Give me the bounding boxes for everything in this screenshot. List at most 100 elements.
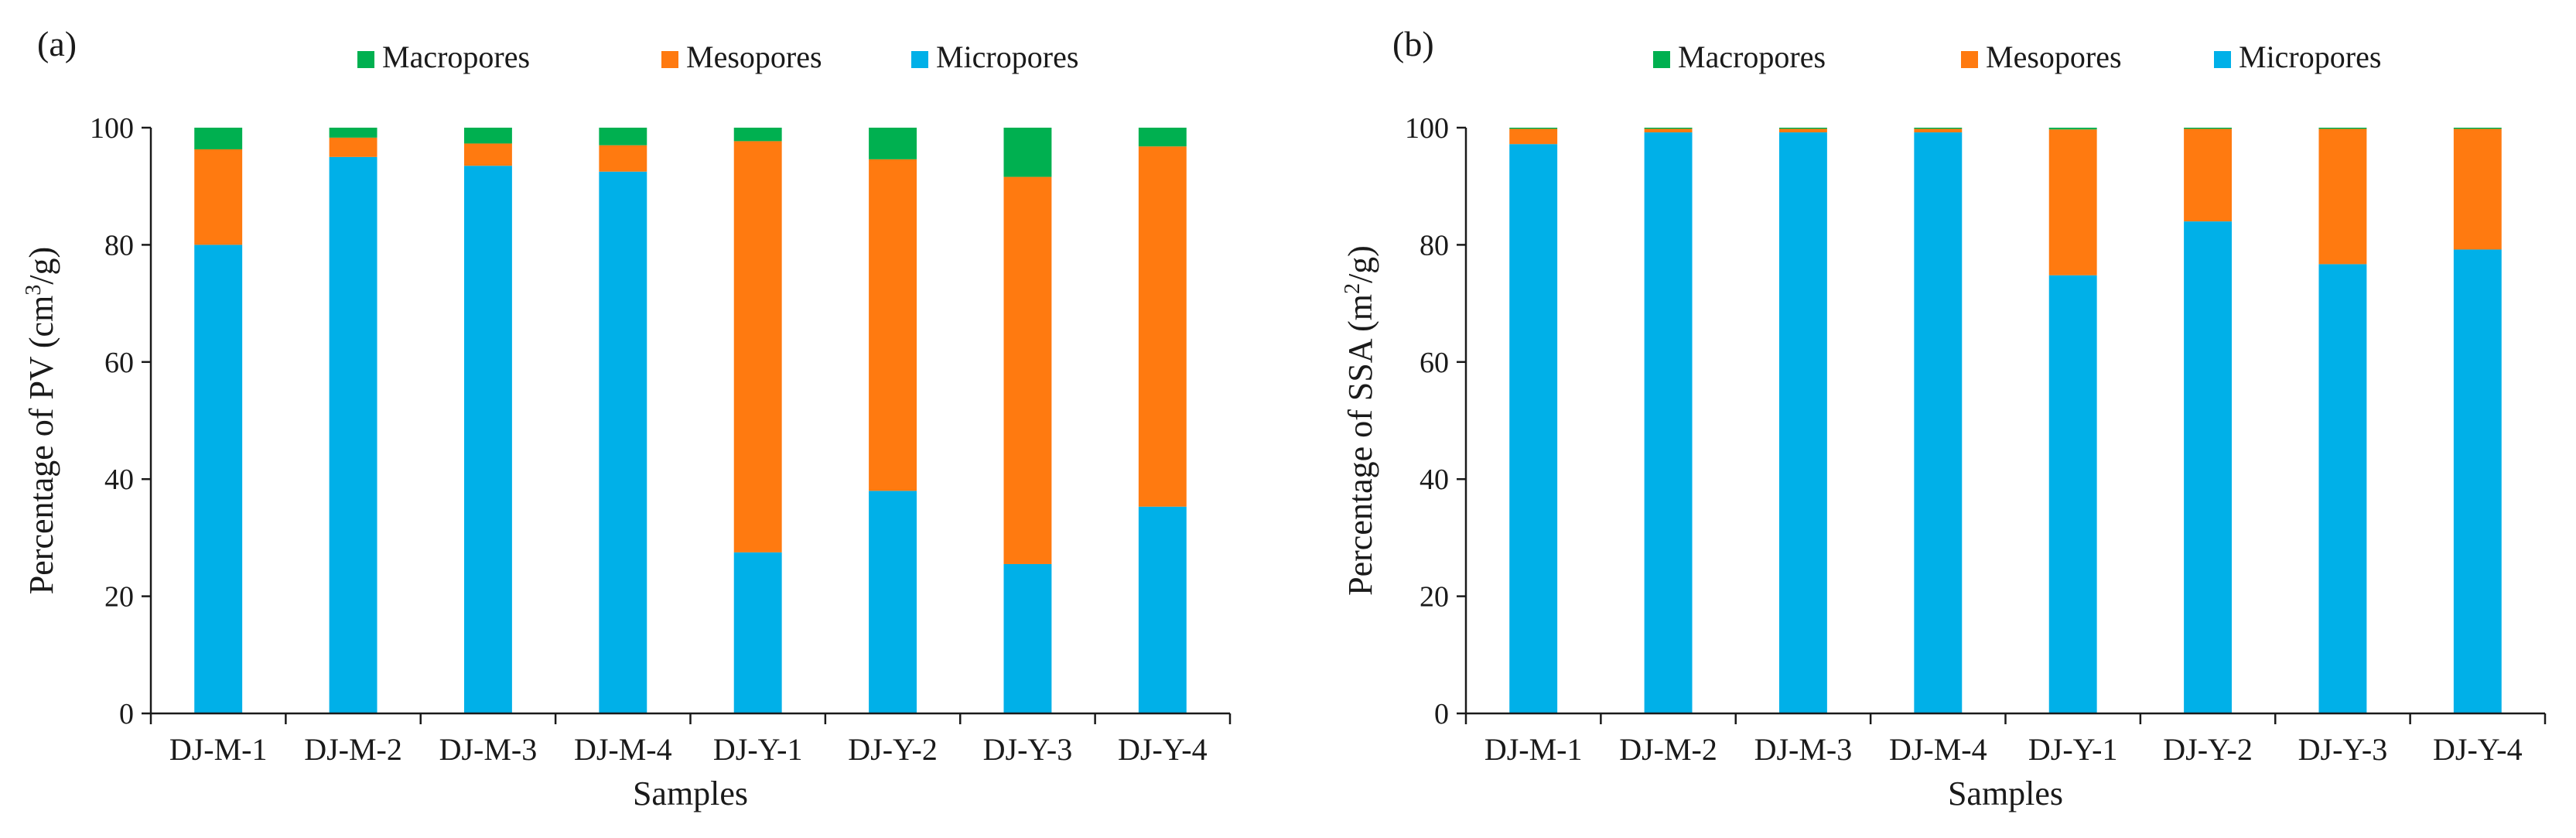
y-tick-label: 100 xyxy=(90,112,134,145)
y-tick-label: 40 xyxy=(1420,463,1449,496)
x-tick-label: DJ-Y-2 xyxy=(848,732,938,767)
x-tick-label: DJ-M-1 xyxy=(169,732,268,767)
y-tick-label: 20 xyxy=(104,581,134,614)
legend-swatch-micropores xyxy=(2214,51,2231,68)
x-tick-label: DJ-M-4 xyxy=(574,732,672,767)
bar-macropores-dj-m-2 xyxy=(329,128,378,138)
legend-swatch-macropores xyxy=(1653,51,1670,68)
bar-micropores-dj-y-3 xyxy=(1003,563,1052,713)
chart-panel-b: (b) Macropores Mesopores Micropores 0 20 40 60 8… xyxy=(1341,24,2547,812)
bar-macropores-dj-m-1 xyxy=(1509,128,1558,129)
bar-micropores-dj-m-4 xyxy=(599,171,647,713)
legend-swatch-micropores xyxy=(911,51,928,68)
x-tick-label: DJ-M-2 xyxy=(1619,732,1717,767)
bar-micropores-dj-m-2 xyxy=(329,156,378,714)
bar-macropores-dj-y-3 xyxy=(2318,128,2367,129)
bar-mesopores-dj-m-1 xyxy=(194,149,243,245)
bar-macropores-dj-y-1 xyxy=(733,128,782,142)
bar-micropores-dj-m-2 xyxy=(1644,132,1693,713)
legend-label-micropores: Micropores xyxy=(936,39,1078,74)
panel-label: (b) xyxy=(1392,24,1434,63)
bar-macropores-dj-y-2 xyxy=(2184,128,2233,129)
y-axis-label-unit: /g) xyxy=(1341,245,1379,283)
y-axis-label-superscript: 3 xyxy=(22,285,46,296)
y-tick-label: 20 xyxy=(1420,581,1449,614)
x-tick-label: DJ-Y-2 xyxy=(2163,732,2253,767)
legend-label-macropores: Macropores xyxy=(1678,39,1826,74)
bar-macropores-dj-y-4 xyxy=(2453,128,2502,129)
bar-micropores-dj-m-3 xyxy=(463,166,512,713)
panel-label: (a) xyxy=(37,24,77,63)
legend-swatch-mesopores xyxy=(1961,51,1978,68)
x-tick-label: DJ-M-3 xyxy=(1754,732,1853,767)
bar-macropores-dj-y-4 xyxy=(1138,128,1187,147)
x-tick-label: DJ-Y-4 xyxy=(2433,732,2523,767)
bar-micropores-dj-m-4 xyxy=(1914,132,1963,713)
y-tick-label: 60 xyxy=(1420,347,1449,379)
y-tick-label: 60 xyxy=(104,347,134,379)
bar-micropores-dj-y-2 xyxy=(2184,221,2233,713)
legend-label-mesopores: Mesopores xyxy=(686,39,822,74)
bar-mesopores-dj-m-1 xyxy=(1509,128,1558,145)
bar-macropores-dj-m-4 xyxy=(1914,128,1963,129)
bar-mesopores-dj-y-2 xyxy=(869,159,917,491)
bar-mesopores-dj-y-2 xyxy=(2184,128,2233,222)
bar-micropores-dj-y-1 xyxy=(2048,275,2097,713)
legend-swatch-macropores xyxy=(357,51,374,68)
y-axis-label: Percentage of SSA (m2/g) xyxy=(1341,245,1379,596)
bar-mesopores-dj-y-1 xyxy=(2048,129,2097,275)
y-axis-label: Percentage of PV (cm3/g) xyxy=(22,247,60,594)
bar-mesopores-dj-m-3 xyxy=(1778,128,1827,133)
x-tick-label: DJ-M-2 xyxy=(304,732,402,767)
x-axis-label: Samples xyxy=(1948,775,2063,812)
y-axis-label-text: Percentage of PV (cm xyxy=(22,296,60,595)
y-tick-label: 80 xyxy=(104,229,134,262)
bar-macropores-dj-m-2 xyxy=(1644,128,1693,129)
x-tick-label: DJ-Y-4 xyxy=(1118,732,1208,767)
y-axis-label-text: Percentage of SSA (m xyxy=(1341,294,1379,596)
x-tick-label: DJ-M-3 xyxy=(439,732,538,767)
legend-label-mesopores: Mesopores xyxy=(1986,39,2122,74)
bar-micropores-dj-y-1 xyxy=(733,552,782,713)
y-axis-label-superscript: 2 xyxy=(1341,283,1365,294)
x-tick-label: DJ-Y-1 xyxy=(2028,732,2118,767)
bar-mesopores-dj-y-4 xyxy=(1138,146,1187,507)
x-tick-label: DJ-M-1 xyxy=(1484,732,1583,767)
chart-panel-a: (a) Macropores Mesopores Micropores 0 20 40 60 8… xyxy=(22,24,1232,812)
bar-mesopores-dj-m-4 xyxy=(599,145,647,172)
bar-macropores-dj-m-4 xyxy=(599,128,647,145)
bar-micropores-dj-y-3 xyxy=(2318,264,2367,714)
y-tick-label: 100 xyxy=(1405,112,1449,145)
legend-label-macropores: Macropores xyxy=(382,39,530,74)
bar-micropores-dj-y-4 xyxy=(2453,249,2502,713)
x-tick-label: DJ-Y-3 xyxy=(983,732,1073,767)
legend-label-micropores: Micropores xyxy=(2239,39,2381,74)
bar-macropores-dj-y-2 xyxy=(869,128,917,159)
bar-macropores-dj-y-3 xyxy=(1003,128,1052,177)
bar-micropores-dj-m-1 xyxy=(1509,144,1558,714)
x-tick-label: DJ-M-4 xyxy=(1889,732,1987,767)
x-tick-label: DJ-Y-3 xyxy=(2298,732,2388,767)
bar-mesopores-dj-m-4 xyxy=(1914,128,1963,133)
legend-swatch-mesopores xyxy=(661,51,678,68)
bar-micropores-dj-y-2 xyxy=(869,491,917,713)
y-tick-label: 0 xyxy=(119,698,134,730)
bar-macropores-dj-m-1 xyxy=(194,128,243,150)
bar-mesopores-dj-y-3 xyxy=(2318,128,2367,265)
y-axis-label-unit: /g) xyxy=(22,247,60,285)
y-tick-label: 40 xyxy=(104,463,134,496)
bar-mesopores-dj-m-3 xyxy=(463,143,512,166)
bar-mesopores-dj-y-3 xyxy=(1003,176,1052,564)
bar-macropores-dj-y-1 xyxy=(2048,128,2097,130)
bar-micropores-dj-m-1 xyxy=(194,245,243,713)
x-axis-label: Samples xyxy=(633,775,748,812)
bar-micropores-dj-m-3 xyxy=(1778,132,1827,713)
bar-mesopores-dj-y-4 xyxy=(2453,128,2502,250)
bar-mesopores-dj-y-1 xyxy=(733,141,782,552)
y-tick-label: 80 xyxy=(1420,229,1449,262)
bar-mesopores-dj-m-2 xyxy=(329,137,378,157)
x-tick-label: DJ-Y-1 xyxy=(713,732,803,767)
bar-macropores-dj-m-3 xyxy=(1778,128,1827,129)
bar-micropores-dj-y-4 xyxy=(1138,506,1187,713)
